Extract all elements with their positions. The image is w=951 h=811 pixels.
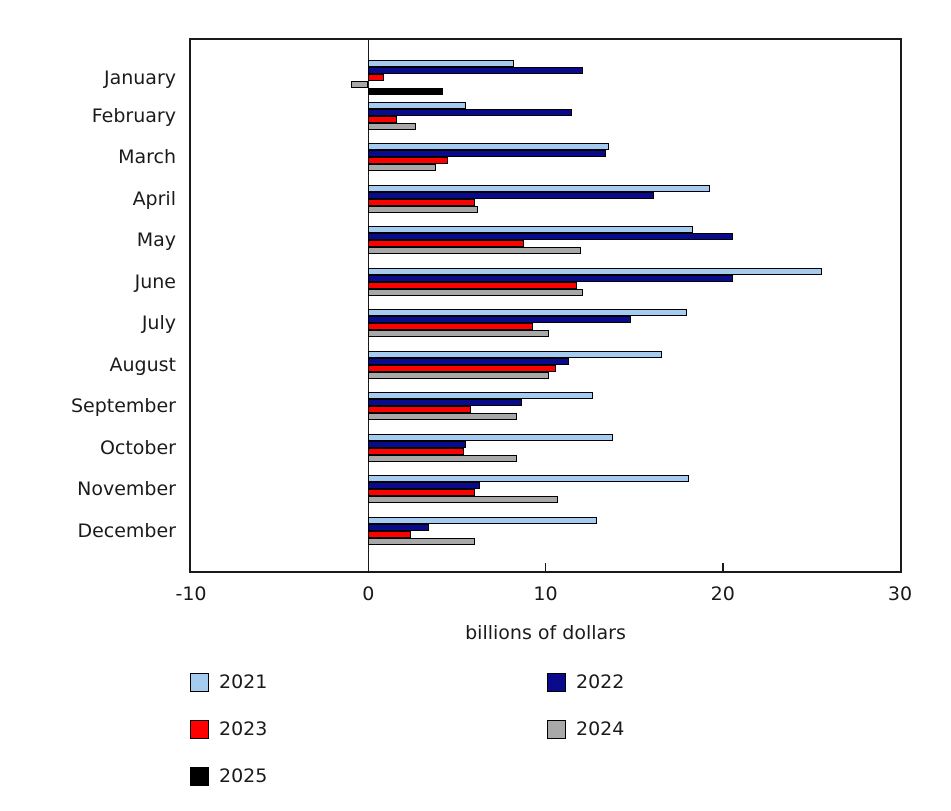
bar-november-2022 xyxy=(368,482,480,489)
x-tick-label-30: 30 xyxy=(887,583,913,605)
bar-august-2021 xyxy=(368,350,663,358)
bar-october-2023 xyxy=(368,447,464,455)
legend-swatch-2025 xyxy=(190,767,209,786)
bar-november-2021 xyxy=(368,475,690,482)
legend-item-2025: 2025 xyxy=(190,766,267,787)
bar-january-2024 xyxy=(350,81,369,88)
x-tick-label-20: 20 xyxy=(710,583,735,605)
bar-march-2023 xyxy=(368,157,448,164)
category-label-may: May xyxy=(136,229,176,251)
legend-swatch-2022 xyxy=(547,673,566,692)
bar-september-2023 xyxy=(368,406,472,413)
bar-november-2023 xyxy=(368,489,475,496)
category-label-march: March xyxy=(118,146,176,168)
bar-july-2021 xyxy=(368,309,688,316)
x-axis-title: billions of dollars xyxy=(465,622,626,644)
bar-june-2024 xyxy=(368,288,583,296)
legend-item-2021: 2021 xyxy=(190,672,267,693)
bar-august-2024 xyxy=(368,371,550,379)
legend-label-2024: 2024 xyxy=(576,718,625,740)
bar-december-2024 xyxy=(368,537,475,545)
x-tick-label--10: -10 xyxy=(175,583,207,605)
legend-item-2023: 2023 xyxy=(190,719,267,740)
category-label-june: June xyxy=(134,270,176,293)
bar-august-2022 xyxy=(368,357,569,365)
bar-january-2022 xyxy=(368,67,583,74)
category-label-december: December xyxy=(77,519,176,542)
legend-swatch-2023 xyxy=(190,720,209,739)
category-label-february: February xyxy=(91,104,176,127)
plot-area xyxy=(189,38,902,573)
zero-axis-line xyxy=(367,40,369,571)
bar-april-2022 xyxy=(368,191,654,199)
bar-february-2023 xyxy=(368,115,397,123)
bar-may-2021 xyxy=(368,226,693,233)
legend-label-2021: 2021 xyxy=(219,671,268,693)
x-tick-mark-20 xyxy=(722,563,724,571)
bar-april-2023 xyxy=(368,198,475,206)
bar-december-2023 xyxy=(368,530,411,538)
legend-item-2024: 2024 xyxy=(547,719,624,740)
bar-january-2025 xyxy=(368,88,443,95)
bar-june-2022 xyxy=(368,274,734,282)
legend-item-2022: 2022 xyxy=(547,672,624,693)
bar-january-2021 xyxy=(368,60,514,67)
bar-february-2021 xyxy=(368,101,466,109)
bar-september-2024 xyxy=(368,413,518,420)
legend-swatch-2024 xyxy=(547,720,566,739)
bar-march-2021 xyxy=(368,143,610,150)
bar-november-2024 xyxy=(368,496,558,503)
category-label-september: September xyxy=(70,395,176,417)
bar-october-2024 xyxy=(368,454,518,462)
legend-label-2023: 2023 xyxy=(219,718,268,740)
category-label-january: January xyxy=(103,66,176,89)
category-label-august: August xyxy=(109,353,177,376)
bar-october-2021 xyxy=(368,433,613,441)
bar-april-2024 xyxy=(368,205,479,213)
bar-may-2024 xyxy=(368,247,581,254)
bar-september-2022 xyxy=(368,399,523,406)
bar-december-2022 xyxy=(368,523,429,531)
bar-july-2024 xyxy=(368,330,550,337)
bar-july-2023 xyxy=(368,323,534,330)
category-label-april: April xyxy=(132,187,176,210)
bar-february-2024 xyxy=(368,122,417,130)
category-label-november: November xyxy=(77,478,176,500)
category-label-july: July xyxy=(141,312,176,334)
x-tick-label-10: 10 xyxy=(533,583,558,605)
bar-may-2023 xyxy=(368,240,525,247)
bar-june-2023 xyxy=(368,281,578,289)
bar-may-2022 xyxy=(368,233,734,240)
bar-january-2023 xyxy=(368,74,385,81)
bar-october-2022 xyxy=(368,440,466,448)
category-label-october: October xyxy=(99,436,176,459)
bar-march-2022 xyxy=(368,150,606,157)
x-tick-label-0: 0 xyxy=(362,583,375,605)
bar-july-2022 xyxy=(368,316,631,323)
legend-swatch-2021 xyxy=(190,673,209,692)
legend-label-2022: 2022 xyxy=(576,671,625,693)
bar-june-2021 xyxy=(368,267,822,275)
bar-april-2021 xyxy=(368,184,711,192)
x-tick-mark-10 xyxy=(544,563,547,571)
bar-march-2024 xyxy=(368,164,436,171)
bar-december-2021 xyxy=(368,516,597,524)
bar-august-2023 xyxy=(368,364,557,372)
legend-label-2025: 2025 xyxy=(219,765,268,787)
bar-september-2021 xyxy=(368,392,594,399)
bar-february-2022 xyxy=(368,108,573,116)
